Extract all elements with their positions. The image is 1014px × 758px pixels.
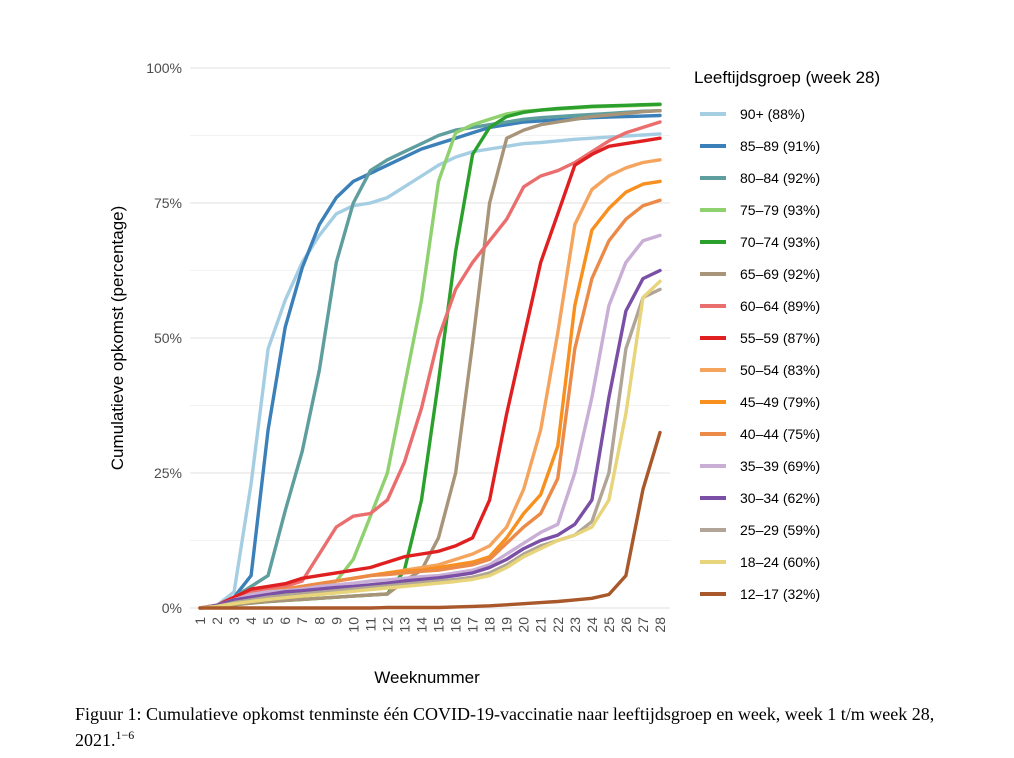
y-tick-label: 0%: [162, 600, 182, 616]
y-tick-label: 25%: [154, 465, 182, 481]
y-tick-label: 100%: [146, 60, 182, 76]
x-tick-label: 15: [431, 617, 447, 633]
y-axis-ticks: 0% 25% 50% 75% 100%: [146, 60, 182, 616]
series-line-12: [198, 268, 662, 610]
series-line-0: [198, 132, 662, 610]
legend-label: 65–69 (92%): [740, 266, 820, 282]
x-tick-label: 7: [294, 617, 310, 625]
legend-label: 18–24 (60%): [740, 554, 820, 570]
legend-title: Leeftijdsgroep (week 28): [694, 68, 880, 87]
x-tick-label: 11: [362, 617, 378, 632]
legend-label: 55–59 (87%): [740, 330, 820, 346]
x-tick-label: 21: [533, 617, 549, 633]
series-line-15: [198, 430, 662, 610]
legend-label: 70–74 (93%): [740, 234, 820, 250]
legend-label: 50–54 (83%): [740, 362, 820, 378]
x-tick-label: 1: [192, 617, 208, 625]
legend: Leeftijdsgroep (week 28) 90+ (88%) 85–89 …: [694, 68, 880, 602]
x-tick-label: 5: [260, 617, 276, 625]
series-line-4: [198, 102, 662, 610]
x-tick-label: 2: [209, 617, 225, 625]
legend-label: 45–49 (79%): [740, 394, 820, 410]
legend-label: 75–79 (93%): [740, 202, 820, 218]
x-tick-label: 12: [379, 617, 395, 633]
x-tick-label: 17: [465, 617, 481, 633]
y-tick-label: 50%: [154, 330, 182, 346]
x-tick-label: 18: [482, 617, 498, 633]
series-line-11: [198, 233, 662, 610]
x-tick-label: 14: [413, 617, 429, 633]
series-line-13: [198, 287, 662, 610]
x-tick-label: 16: [448, 617, 464, 633]
x-tick-label: 23: [567, 617, 583, 633]
y-tick-label: 75%: [154, 195, 182, 211]
x-tick-label: 26: [618, 617, 634, 633]
x-tick-label: 10: [345, 617, 361, 633]
legend-label: 60–64 (89%): [740, 298, 820, 314]
legend-label: 30–34 (62%): [740, 490, 820, 506]
x-tick-label: 13: [396, 617, 412, 633]
x-tick-label: 22: [550, 617, 566, 633]
x-tick-label: 25: [601, 617, 617, 633]
x-tick-label: 9: [328, 617, 344, 625]
series-line-5: [198, 108, 662, 610]
x-tick-label: 28: [652, 617, 668, 633]
legend-label: 12–17 (32%): [740, 586, 820, 602]
legend-label: 85–89 (91%): [740, 138, 820, 154]
series-line-2: [198, 108, 662, 610]
caption-text: Figuur 1: Cumulatieve opkomst tenminste …: [75, 704, 935, 750]
caption-refs: 1−6: [115, 728, 135, 742]
x-tick-label: 20: [516, 617, 532, 633]
legend-label: 35–39 (69%): [740, 458, 820, 474]
legend-label: 90+ (88%): [740, 106, 805, 122]
x-tick-label: 24: [584, 617, 600, 633]
series-line-6: [198, 120, 662, 610]
series-line-14: [198, 279, 662, 610]
x-tick-label: 27: [635, 617, 651, 633]
line-chart: 0%25%50%75%100% 1 2 3 4 5 6 7 8 9 10 11 12 13 14 15 16 1…: [108, 60, 880, 687]
y-axis-title: Cumulatieve opkomst (percentage): [108, 206, 127, 471]
legend-label: 25–29 (59%): [740, 522, 820, 538]
x-tick-label: 3: [226, 617, 242, 625]
x-axis-title: Weeknummer: [374, 668, 480, 687]
x-tick-label: 8: [311, 617, 327, 625]
series-line-3: [198, 102, 662, 610]
x-tick-label: 6: [277, 617, 293, 625]
series-lines: [198, 102, 662, 610]
figure-caption: Figuur 1: Cumulatieve opkomst tenminste …: [75, 704, 955, 751]
x-tick-label: 4: [243, 617, 259, 625]
legend-label: 40–44 (75%): [740, 426, 820, 442]
series-line-7: [198, 136, 662, 610]
legend-label: 80–84 (92%): [740, 170, 820, 186]
x-tick-label: 19: [499, 617, 515, 633]
x-axis-ticks: 1 2 3 4 5 6 7 8 9 10 11 12 13 14 15 16 17 18 19 20 21 22 23 24 2…: [192, 617, 668, 633]
